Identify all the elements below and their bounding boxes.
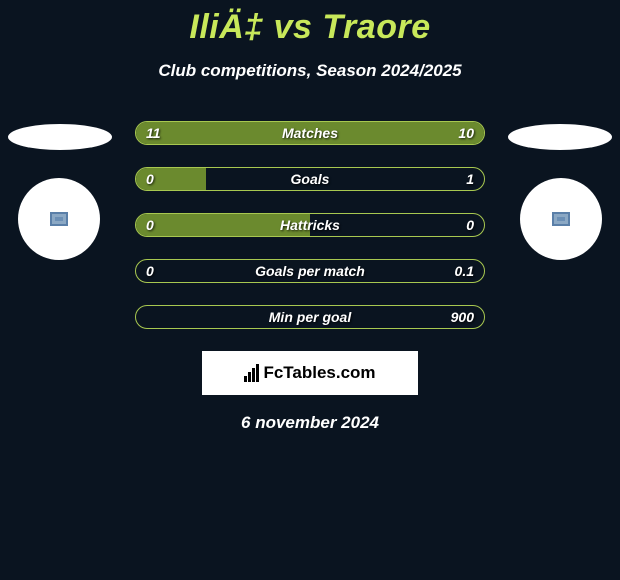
stat-row-matches: 11 Matches 10: [135, 121, 485, 145]
stat-label: Goals per match: [255, 263, 365, 279]
page-title: IliÄ‡ vs Traore: [0, 8, 620, 47]
stat-value-right: 10: [458, 125, 474, 141]
date-text: 6 november 2024: [0, 413, 620, 433]
stat-row-hattricks: 0 Hattricks 0: [135, 213, 485, 237]
stat-row-goals: 0 Goals 1: [135, 167, 485, 191]
stat-value-left: 0: [146, 263, 154, 279]
stat-value-right: 0.1: [455, 263, 474, 279]
stat-row-goals-per-match: 0 Goals per match 0.1: [135, 259, 485, 283]
stat-value-left: 0: [146, 217, 154, 233]
stat-value-right: 900: [451, 309, 474, 325]
stat-value-right: 1: [466, 171, 474, 187]
stat-label: Hattricks: [280, 217, 340, 233]
brand-text: FcTables.com: [263, 363, 375, 383]
stat-label: Goals: [291, 171, 330, 187]
stats-area: 11 Matches 10 0 Goals 1 0 Hattricks 0 0 …: [0, 121, 620, 329]
stat-label: Min per goal: [269, 309, 351, 325]
stat-label: Matches: [282, 125, 338, 141]
stat-value-left: 11: [146, 125, 161, 141]
bar-chart-icon: [244, 364, 259, 382]
stat-value-left: 0: [146, 171, 154, 187]
stat-row-min-per-goal: Min per goal 900: [135, 305, 485, 329]
brand-box: FcTables.com: [202, 351, 418, 395]
subtitle: Club competitions, Season 2024/2025: [0, 61, 620, 81]
stat-value-right: 0: [466, 217, 474, 233]
